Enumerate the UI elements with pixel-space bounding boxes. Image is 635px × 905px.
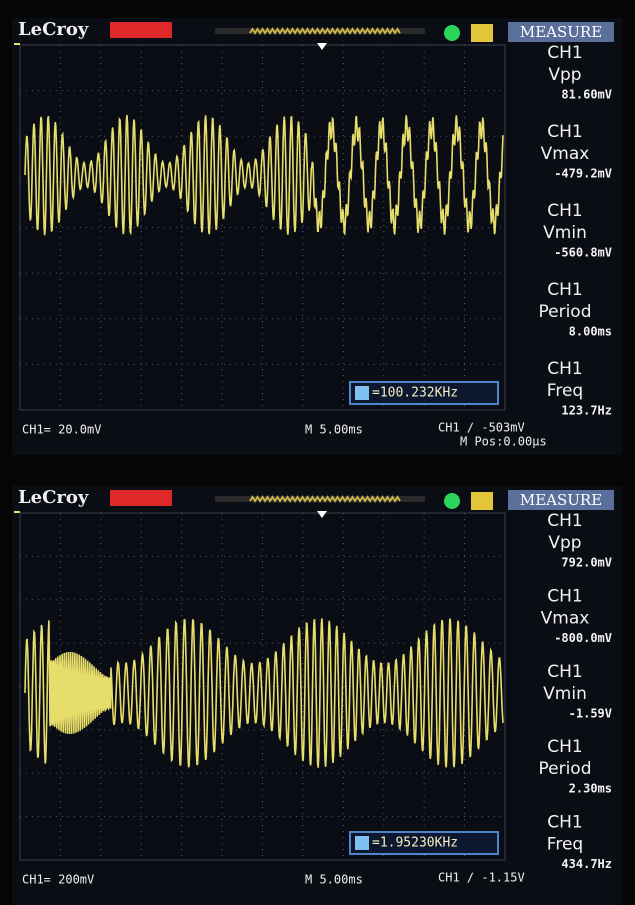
- run-state: [110, 490, 172, 506]
- vertical-scale: CH1= 20.0mV: [22, 423, 101, 437]
- run-state: [110, 22, 172, 38]
- measure-value: 8.00ms: [569, 325, 612, 339]
- measure-value: 123.7Hz: [561, 404, 612, 418]
- counter: =1.95230KHz: [372, 836, 458, 851]
- measure-name: Freq: [547, 835, 583, 855]
- brand: LeCroy: [18, 19, 89, 40]
- measure-name: Period: [538, 302, 591, 322]
- measure-value: -1.59V: [569, 706, 612, 720]
- trigger-level: CH1 ∕ -503mV: [438, 421, 525, 435]
- trigger-level: CH1 ∕ -1.15V: [438, 871, 525, 885]
- measure-channel: CH1: [547, 201, 582, 221]
- measure-name: Vmin: [543, 223, 587, 243]
- measure-value: 81.60mV: [561, 88, 612, 102]
- status-icon: [444, 493, 460, 509]
- measure-channel: CH1: [547, 359, 582, 379]
- measure-name: Period: [538, 759, 591, 779]
- measure-name: Vmax: [541, 608, 590, 628]
- measure-channel: CH1: [547, 43, 582, 63]
- measure-value: -800.0mV: [554, 631, 612, 645]
- measure-value: -479.2mV: [554, 167, 612, 181]
- counter: =100.232KHz: [372, 386, 458, 401]
- measure-channel: CH1: [547, 586, 582, 606]
- vertical-scale: CH1= 200mV: [22, 873, 94, 887]
- brand: LeCroy: [18, 487, 89, 508]
- measure-title: MEASURE: [520, 491, 602, 509]
- counter-icon: [355, 836, 369, 850]
- measure-channel: CH1: [547, 813, 582, 833]
- page: LeCroyMEASURECH1Vpp81.60mVCH1Vmax-479.2m…: [0, 0, 635, 905]
- measure-value: 2.30ms: [569, 782, 612, 796]
- timebase: M 5.00ms: [305, 873, 363, 887]
- measure-value: 792.0mV: [561, 556, 612, 570]
- photo: LeCroyMEASURECH1Vpp81.60mVCH1Vmax-479.2m…: [0, 0, 635, 905]
- measure-channel: CH1: [547, 737, 582, 757]
- measure-channel: CH1: [547, 280, 582, 300]
- measure-channel: CH1: [547, 122, 582, 142]
- measure-name: Freq: [547, 381, 583, 401]
- measure-title: MEASURE: [520, 23, 602, 41]
- screen: [12, 18, 622, 455]
- measure-channel: CH1: [547, 662, 582, 682]
- measure-name: Vpp: [548, 65, 581, 85]
- measure-channel: CH1: [547, 511, 582, 531]
- measure-name: Vmin: [543, 684, 587, 704]
- timebase: M 5.00ms: [305, 423, 363, 437]
- measure-name: Vpp: [548, 533, 581, 553]
- measure-value: -560.8mV: [554, 246, 612, 260]
- trigger-icon: [471, 492, 493, 510]
- measure-value: 434.7Hz: [561, 857, 612, 871]
- measure-name: Vmax: [541, 144, 590, 164]
- counter-icon: [355, 386, 369, 400]
- trigger-icon: [471, 24, 493, 42]
- status-icon: [444, 25, 460, 41]
- position: M Pos:0.00µs: [460, 435, 547, 449]
